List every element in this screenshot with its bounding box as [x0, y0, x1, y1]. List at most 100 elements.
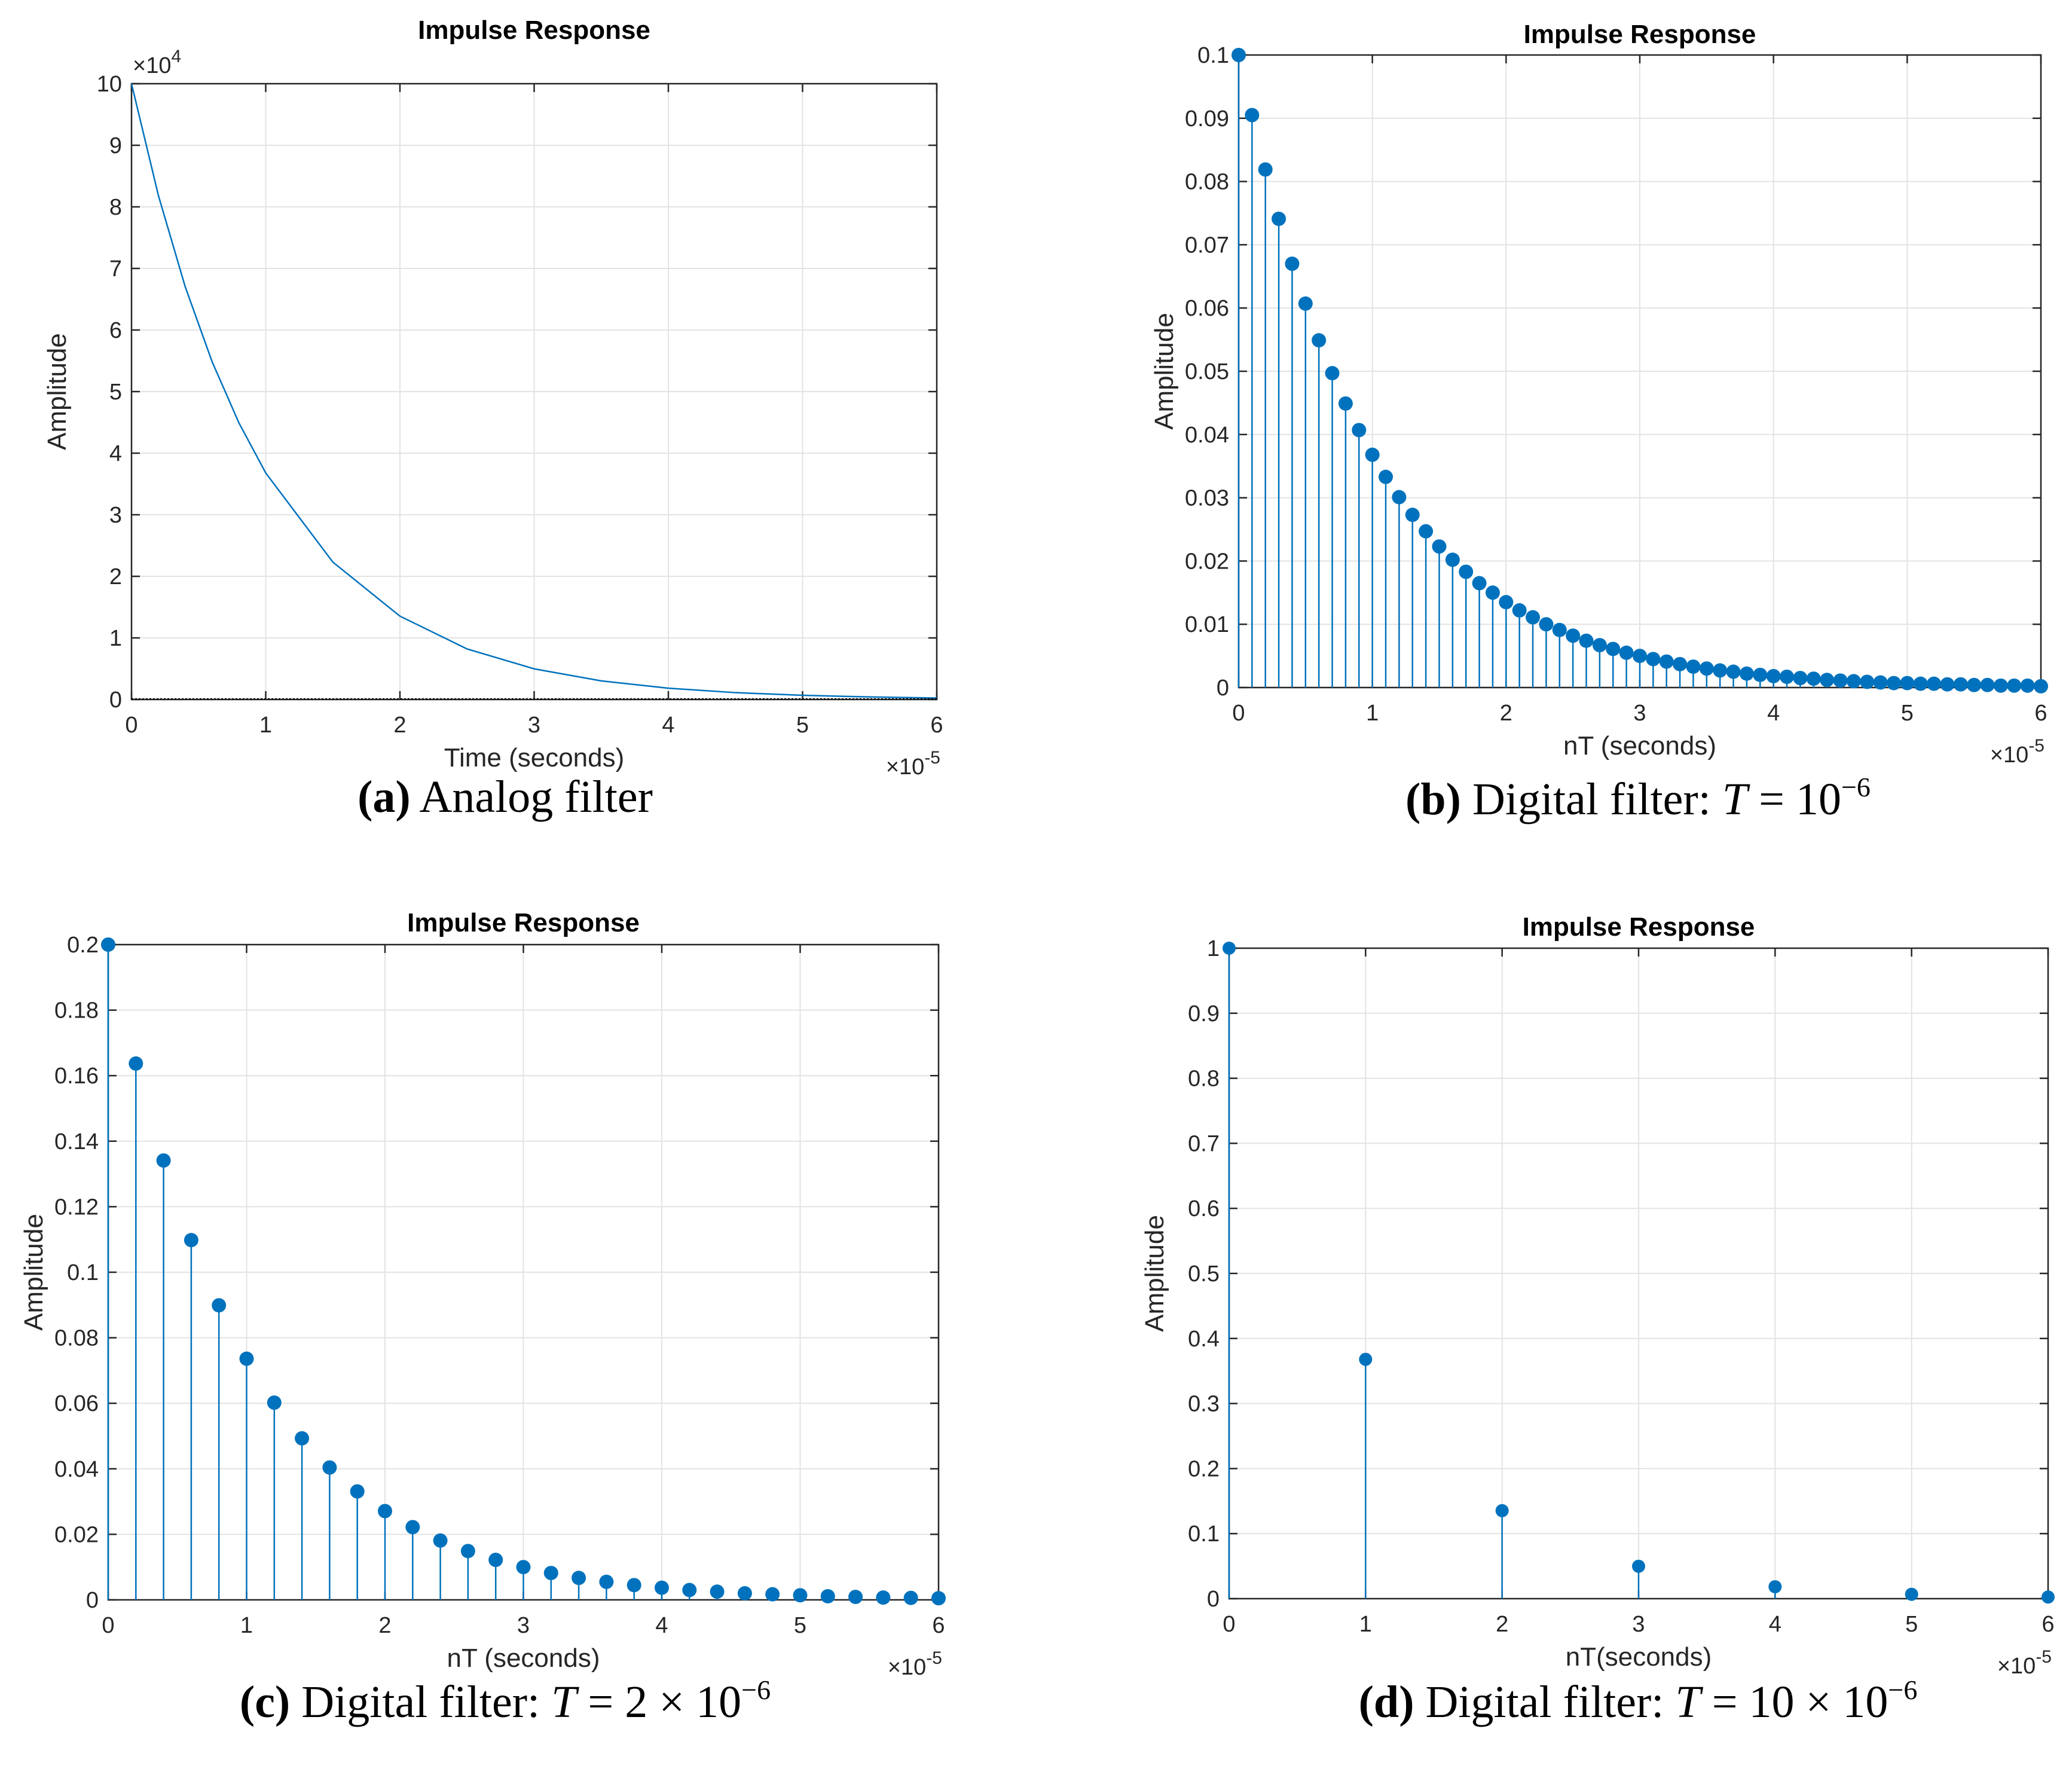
stem-marker: [931, 1591, 946, 1606]
stem-marker: [1886, 676, 1901, 691]
x-tick-label: 5: [1901, 701, 1914, 726]
caption-a: (a) Analog filter: [357, 771, 653, 823]
stem-marker: [1927, 676, 1942, 691]
caption-expression: = 10: [1747, 774, 1841, 824]
y-tick-label: 5: [109, 380, 122, 405]
caption-variable: T: [1675, 1677, 1701, 1727]
stem-marker: [1592, 638, 1607, 653]
y-axis-label: Amplitude: [1150, 313, 1179, 430]
y-tick-label: 0.01: [1185, 612, 1229, 637]
x-tick-label: 3: [1633, 701, 1646, 726]
stem-marker: [1659, 654, 1674, 669]
x-tick-label: 0: [102, 1613, 114, 1638]
stem-marker: [1726, 664, 1741, 679]
y-tick-label: 7: [109, 256, 122, 282]
y-tick-label: 0: [86, 1588, 99, 1613]
stem-marker: [212, 1298, 227, 1313]
stem-marker: [1780, 670, 1795, 685]
stem-marker: [1312, 333, 1327, 348]
y-tick-label: 0.08: [1185, 170, 1229, 195]
stem-marker: [1272, 212, 1286, 227]
x-tick-label: 2: [1500, 701, 1512, 726]
stem-marker: [239, 1351, 254, 1366]
stem-marker: [1873, 675, 1888, 690]
stem-marker: [1338, 396, 1353, 411]
x-tick-label: 0: [1232, 701, 1245, 726]
y-tick-label: 0.12: [54, 1195, 99, 1220]
x-tick-label: 4: [1769, 1612, 1781, 1637]
caption-text: Digital filter:: [290, 1677, 552, 1727]
y-tick-label: 6: [109, 318, 122, 343]
stem-marker: [1953, 677, 1968, 692]
stem-marker: [1673, 656, 1688, 671]
stem-marker: [1359, 1352, 1373, 1366]
stem-marker: [1646, 652, 1661, 667]
stem-marker: [543, 1566, 558, 1581]
y-tick-label: 10: [97, 72, 122, 97]
stem-marker: [2042, 1590, 2055, 1604]
caption-letter: (b): [1405, 774, 1461, 824]
stem-marker: [682, 1583, 697, 1597]
stem-marker: [1512, 603, 1527, 618]
stem-marker: [1419, 524, 1434, 539]
x-tick-label: 1: [1359, 1612, 1372, 1637]
stem-marker: [737, 1586, 752, 1601]
caption-text: Digital filter:: [1414, 1677, 1676, 1727]
x-tick-label: 0: [1223, 1612, 1235, 1637]
caption-expression: = 10 × 10: [1700, 1677, 1888, 1727]
stem-marker: [599, 1574, 614, 1589]
x-tick-label: 6: [2034, 701, 2047, 726]
x-tick-label: 5: [1905, 1612, 1918, 1637]
y-tick-label: 0.02: [54, 1522, 99, 1547]
x-axis-label: Time (seconds): [444, 743, 625, 772]
y-tick-label: 0.1: [67, 1260, 99, 1285]
y-tick-label: 0.2: [67, 933, 99, 958]
stem-marker: [876, 1590, 891, 1605]
x-tick-label: 1: [259, 713, 272, 738]
y-axis-label: Amplitude: [1140, 1215, 1169, 1332]
stem-marker: [1223, 942, 1236, 955]
stem-marker: [1913, 676, 1928, 691]
caption-variable: T: [551, 1677, 577, 1727]
y-tick-label: 0.05: [1185, 359, 1229, 384]
x-tick-label: 5: [796, 713, 809, 738]
stem-marker: [1753, 667, 1768, 682]
y-tick-label: 0.04: [54, 1457, 99, 1482]
caption-variable: T: [1722, 774, 1748, 824]
y-tick-label: 0.1: [1197, 43, 1229, 68]
stem-marker: [322, 1460, 337, 1475]
x-tick-label: 2: [393, 713, 406, 738]
stem-marker: [1633, 649, 1647, 664]
caption-d: (d) Digital filter: T = 10 × 10−6: [1359, 1674, 1918, 1728]
stem-marker: [1459, 564, 1474, 579]
stem-marker: [1392, 490, 1407, 505]
stem-marker: [1539, 617, 1554, 632]
stem-marker: [655, 1580, 669, 1595]
caption-letter: (d): [1358, 1677, 1414, 1727]
x-multiplier: ×10-5: [888, 1648, 942, 1680]
x-tick-label: 3: [528, 713, 540, 738]
x-multiplier: ×10-5: [1997, 1647, 2052, 1679]
y-tick-label: 0.08: [54, 1326, 99, 1351]
stem-marker: [1833, 673, 1848, 688]
stem-marker: [1967, 677, 1982, 692]
y-tick-label: 0.18: [54, 998, 99, 1024]
y-tick-label: 0.2: [1188, 1456, 1220, 1481]
series-line: [130, 83, 937, 699]
stem-marker: [793, 1588, 808, 1603]
y-tick-label: 0.16: [54, 1064, 99, 1089]
caption-exponent: −6: [1841, 772, 1871, 802]
stem-marker: [460, 1544, 475, 1559]
caption-text: Digital filter:: [1460, 774, 1722, 824]
panel-b: 0 1 2 3 4 5 6 0 0.01 0.02 0.03 0.04 0.05 0.06 0.07 0.08…: [1150, 20, 2048, 768]
panel-a: 0 1 2 3 4 5 6 0 1 2 3 4 5 6 7 8 9 10 ×10-5 ×104 Impulse Resp…: [42, 16, 943, 780]
stem-marker: [1980, 677, 1995, 692]
y-tick-label: 0.3: [1188, 1392, 1220, 1417]
panel-c: 0 1 2 3 4 5 6 0 0.02 0.04 0.06 0.08 0.1 0.12 0.14 0.16 0…: [19, 908, 946, 1680]
y-tick-label: 0.14: [54, 1129, 99, 1154]
x-multiplier: ×10-5: [886, 748, 940, 780]
y-tick-label: 0.07: [1185, 233, 1229, 258]
stem-marker: [267, 1395, 282, 1410]
stem-marker: [765, 1587, 780, 1602]
y-tick-label: 9: [109, 133, 122, 158]
